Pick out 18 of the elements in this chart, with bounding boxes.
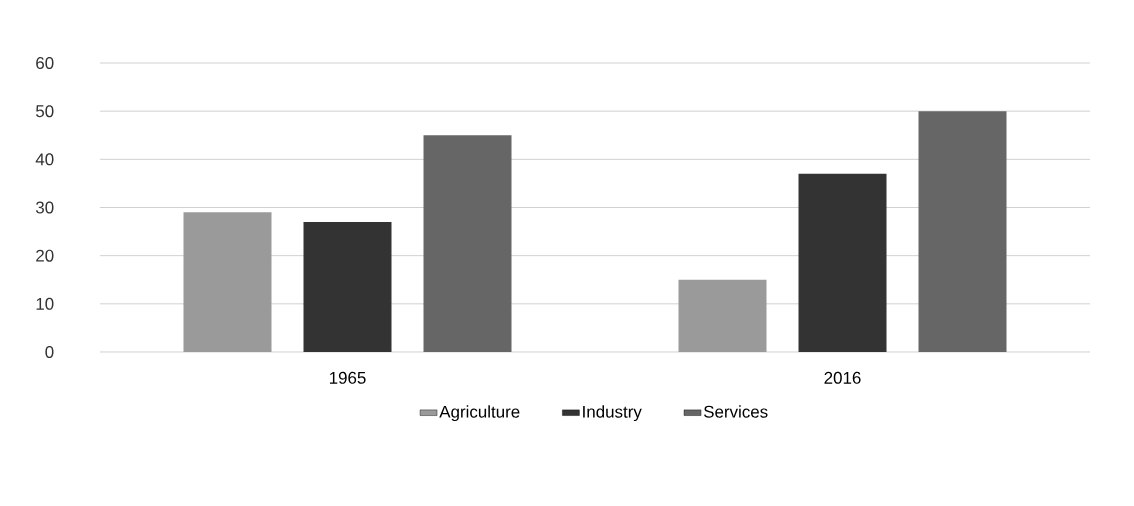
y-tick-label: 20 xyxy=(36,249,54,262)
bar xyxy=(678,279,767,352)
y-tick-label: 10 xyxy=(36,297,54,310)
x-tick-label: 1965 xyxy=(329,371,366,384)
legend-label: Services xyxy=(703,405,768,418)
bar xyxy=(183,212,272,352)
y-tick-label: 0 xyxy=(45,346,54,358)
y-tick-label: 30 xyxy=(35,201,54,214)
y-tick-label: 60 xyxy=(36,57,54,70)
y-tick-label: 40 xyxy=(35,153,54,166)
bar xyxy=(918,111,1007,352)
bar xyxy=(423,135,512,352)
bar xyxy=(798,173,887,352)
bar xyxy=(303,221,392,352)
legend-label: Industry xyxy=(583,405,642,422)
legend-label: Agriculture xyxy=(439,405,520,422)
x-tick-label: 2016 xyxy=(824,371,861,384)
y-tick-label: 50 xyxy=(35,105,54,118)
